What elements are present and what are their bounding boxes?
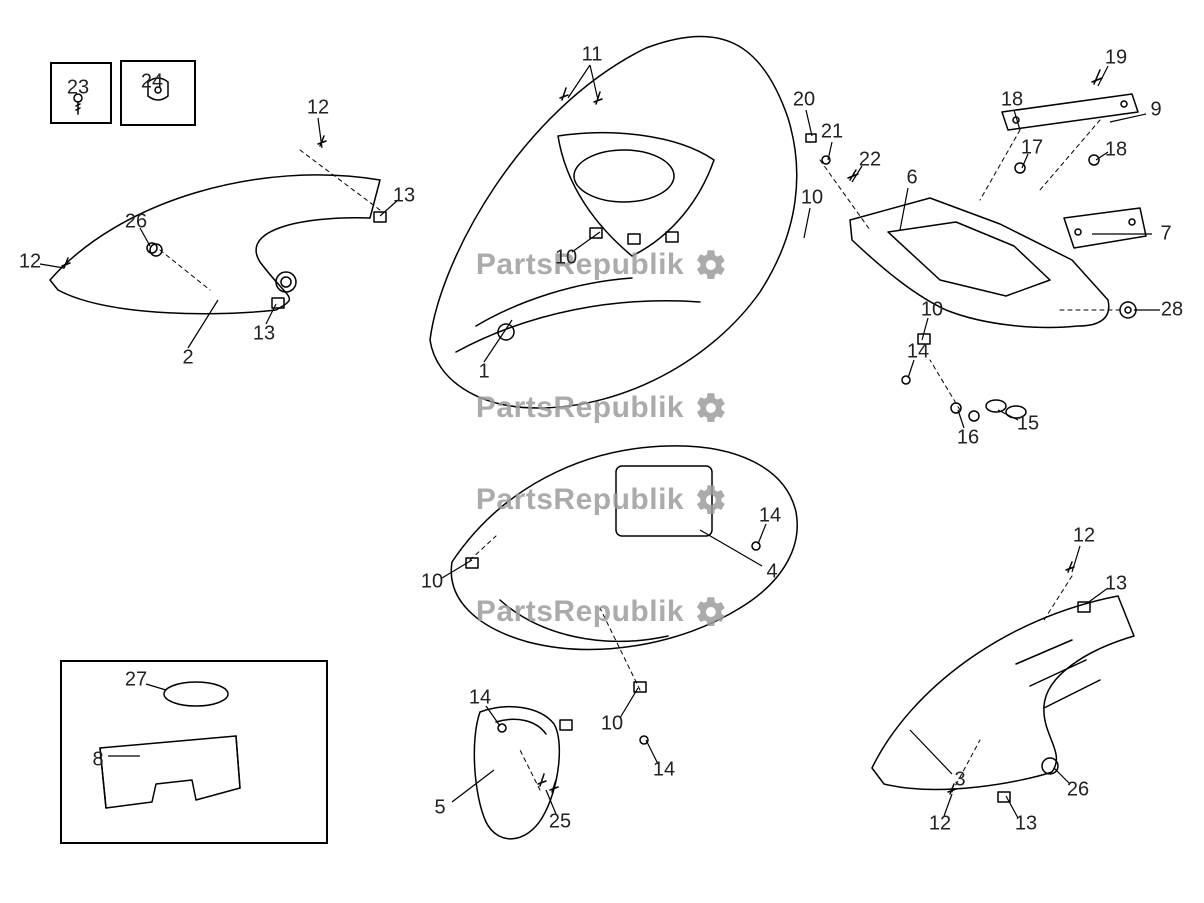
watermark-text: PartsRepublik [476,391,684,425]
callout-number: 11 [582,44,603,67]
watermark: PartsRepublik [476,483,728,517]
callout-number: 10 [555,247,577,270]
watermark: PartsRepublik [476,248,728,282]
callout-number: 7 [1160,223,1171,246]
callout-number: 26 [1067,779,1089,802]
part-reflector [1064,208,1146,248]
callout-number: 6 [906,167,917,190]
watermark: PartsRepublik [476,391,728,425]
callout-number: 1 [478,361,489,384]
callout-number: 24 [141,71,163,94]
part-mud-flap [474,707,559,839]
callout-number: 5 [434,797,445,820]
diagram-stage: PartsRepublik PartsRepublik PartsRepubli… [0,0,1204,903]
part-right-side-panel [872,596,1134,802]
callout-number: 14 [469,687,491,710]
callout-number: 19 [1105,47,1127,70]
part-tail-fairing [374,36,797,408]
part-ring-27 [164,682,228,706]
callout-number: 14 [653,759,675,782]
callout-number: 15 [1017,413,1039,436]
watermark-text: PartsRepublik [476,248,684,282]
part-plug-28 [1120,302,1136,318]
callout-number: 9 [1150,99,1161,122]
callout-number: 26 [125,211,147,234]
callout-number: 14 [907,341,929,364]
callout-number: 12 [307,97,329,120]
callout-number: 10 [601,713,623,736]
callout-number: 21 [821,121,843,144]
callout-number: 22 [859,149,881,172]
callout-number: 12 [19,251,41,274]
callout-number: 8 [92,749,103,772]
watermark-text: PartsRepublik [476,483,684,517]
callout-number: 28 [1161,299,1183,322]
callout-number: 10 [801,187,823,210]
callout-number: 13 [1105,573,1127,596]
gear-icon [694,483,728,517]
callout-number: 13 [393,185,415,208]
part-left-side-panel [50,175,380,314]
callout-number: 18 [1001,89,1023,112]
callout-number: 13 [1015,813,1037,836]
watermark: PartsRepublik [476,595,728,629]
parts-diagram-svg [0,0,1204,903]
watermark-text: PartsRepublik [476,595,684,629]
callout-number: 20 [793,89,815,112]
callout-number: 25 [549,811,571,834]
callout-number: 10 [421,571,443,594]
callout-number: 2 [182,347,193,370]
part-fasteners-14 [498,376,910,744]
callout-number: 12 [929,813,951,836]
callout-number: 23 [67,77,89,100]
callout-number: 12 [1073,525,1095,548]
part-screws-12 [62,136,1074,794]
callout-number: 27 [125,669,147,692]
part-plate-bracket [850,198,1109,344]
callout-number: 16 [957,427,979,450]
callout-number: 14 [759,505,781,528]
callout-number: 17 [1021,137,1043,160]
part-box-8 [100,736,240,808]
callout-number: 3 [954,769,965,792]
callout-number: 4 [766,561,777,584]
callout-number: 10 [921,299,943,322]
gear-icon [694,595,728,629]
gear-icon [694,391,728,425]
callout-number: 18 [1105,139,1127,162]
gear-icon [694,248,728,282]
callout-number: 13 [253,323,275,346]
